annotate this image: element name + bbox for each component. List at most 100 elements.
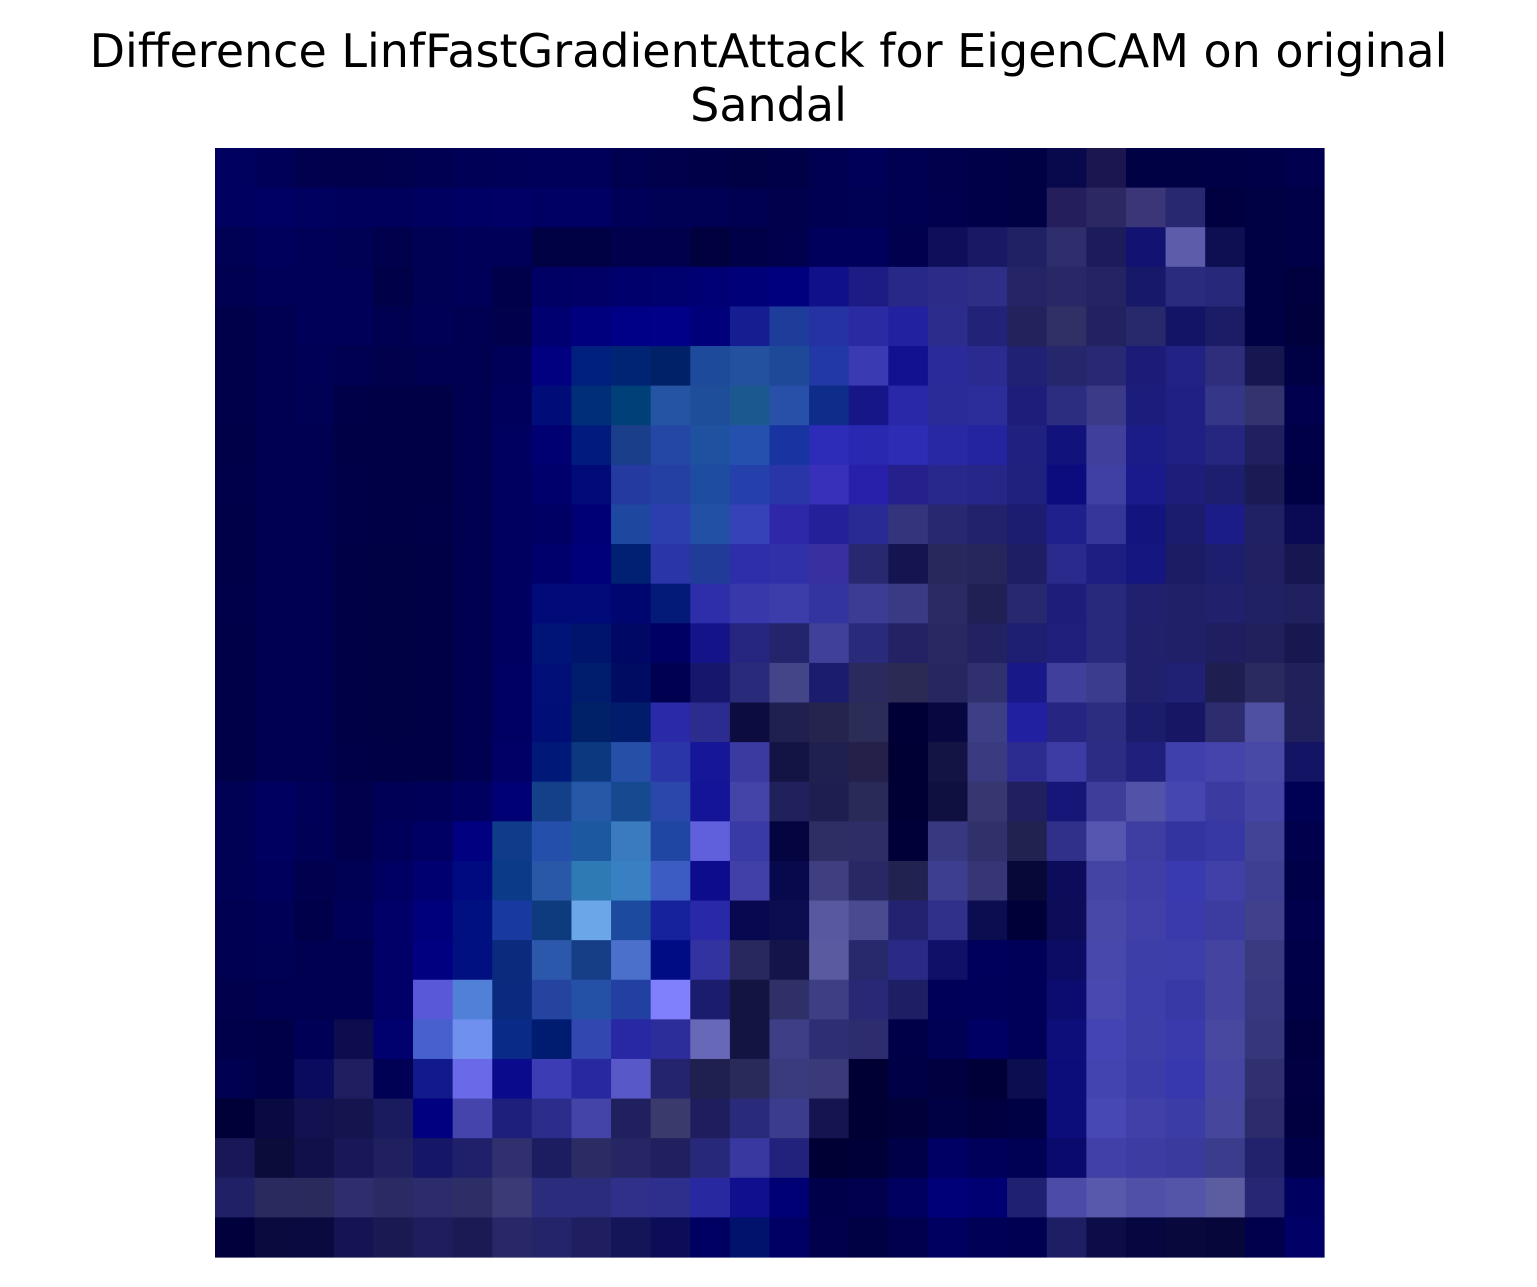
heatmap-cell: [1125, 1058, 1167, 1100]
heatmap-cell: [531, 1177, 573, 1218]
heatmap-cell: [809, 425, 850, 466]
heatmap-cell: [809, 821, 850, 862]
heatmap-cell: [1046, 504, 1087, 545]
heatmap-cell: [1284, 425, 1325, 466]
heatmap-cell: [452, 583, 493, 624]
heatmap-cell: [254, 346, 295, 387]
heatmap-cell: [531, 583, 573, 624]
heatmap-cell: [809, 1019, 850, 1060]
heatmap-cell: [729, 1058, 771, 1100]
heatmap-cell: [413, 702, 454, 743]
heatmap-cell: [611, 742, 652, 783]
heatmap-cell: [1086, 1177, 1127, 1218]
heatmap-cell: [1046, 1058, 1087, 1100]
heatmap-cell: [452, 346, 493, 387]
heatmap-cell: [729, 464, 771, 506]
heatmap-cell: [215, 979, 256, 1020]
heatmap-cell: [254, 742, 295, 783]
heatmap-cell: [1125, 227, 1167, 268]
heatmap-cell: [1205, 306, 1246, 347]
heatmap-cell: [452, 979, 493, 1020]
heatmap-cell: [1284, 940, 1325, 981]
heatmap-cell: [294, 1098, 335, 1139]
heatmap-cell: [452, 1058, 493, 1100]
heatmap-cell: [373, 148, 414, 189]
heatmap-cell: [1007, 227, 1048, 268]
heatmap-cell: [809, 900, 850, 941]
heatmap-cell: [413, 860, 454, 902]
heatmap-cell: [1007, 306, 1048, 347]
heatmap-cell: [690, 781, 731, 822]
heatmap-cell: [413, 940, 454, 981]
heatmap-cell: [888, 227, 929, 268]
heatmap-cell: [571, 821, 612, 862]
heatmap-cell: [1165, 1019, 1206, 1060]
heatmap-cell: [294, 266, 335, 308]
heatmap-cell: [1244, 385, 1285, 426]
heatmap-cell: [650, 544, 691, 585]
heatmap-cell: [571, 662, 612, 704]
heatmap-cell: [690, 623, 731, 664]
heatmap-cell: [690, 266, 731, 308]
heatmap-cell: [215, 346, 256, 387]
heatmap-cell: [1086, 900, 1127, 941]
heatmap-cell: [333, 1058, 375, 1100]
heatmap-cell: [967, 346, 1008, 387]
heatmap-cell: [1205, 385, 1246, 426]
heatmap-cell: [215, 860, 256, 902]
heatmap-cell: [1284, 464, 1325, 506]
heatmap-cell: [254, 464, 295, 506]
heatmap-cell: [729, 979, 771, 1020]
heatmap-cell: [769, 702, 810, 743]
heatmap-cell: [1205, 1217, 1246, 1258]
heatmap-cell: [531, 900, 573, 941]
heatmap-cell: [333, 187, 375, 228]
heatmap-cell: [1205, 464, 1246, 506]
heatmap-cell: [571, 900, 612, 941]
heatmap-cell: [690, 940, 731, 981]
heatmap-cell: [215, 583, 256, 624]
heatmap-cell: [215, 266, 256, 308]
heatmap-cell: [1165, 266, 1206, 308]
heatmap-cell: [927, 266, 969, 308]
heatmap-cell: [571, 781, 612, 822]
heatmap-cell: [1165, 583, 1206, 624]
heatmap-cell: [452, 464, 493, 506]
heatmap-cell: [769, 821, 810, 862]
heatmap-cell: [611, 464, 652, 506]
heatmap-cell: [1244, 187, 1285, 228]
heatmap-cell: [769, 662, 810, 704]
heatmap-cell: [531, 742, 573, 783]
heatmap-cell: [967, 979, 1008, 1020]
heatmap-cell: [254, 940, 295, 981]
heatmap-cell: [1007, 583, 1048, 624]
heatmap-cell: [1205, 425, 1246, 466]
heatmap-cell: [611, 860, 652, 902]
heatmap-cell: [729, 900, 771, 941]
heatmap-cell: [215, 900, 256, 941]
heatmap-cell: [571, 227, 612, 268]
heatmap-cell: [927, 148, 969, 189]
heatmap-cell: [1165, 742, 1206, 783]
heatmap-cell: [967, 821, 1008, 862]
heatmap-cell: [254, 900, 295, 941]
heatmap-cell: [729, 148, 771, 189]
heatmap-cell: [1007, 148, 1048, 189]
heatmap-cell: [1007, 821, 1048, 862]
heatmap-cell: [333, 1098, 375, 1139]
heatmap-cell: [1125, 148, 1167, 189]
heatmap-cell: [769, 623, 810, 664]
heatmap-cell: [729, 583, 771, 624]
heatmap-cell: [690, 504, 731, 545]
heatmap-cell: [690, 1098, 731, 1139]
heatmap-cell: [294, 306, 335, 347]
heatmap-cell: [1046, 940, 1087, 981]
heatmap-cell: [848, 544, 889, 585]
heatmap-cell: [927, 979, 969, 1020]
heatmap-cell: [650, 742, 691, 783]
heatmap-cell: [254, 504, 295, 545]
heatmap-cell: [967, 1098, 1008, 1139]
chart-title: Difference LinfFastGradientAttack for Ei…: [0, 24, 1537, 132]
heatmap-cell: [650, 583, 691, 624]
heatmap-cell: [650, 1019, 691, 1060]
